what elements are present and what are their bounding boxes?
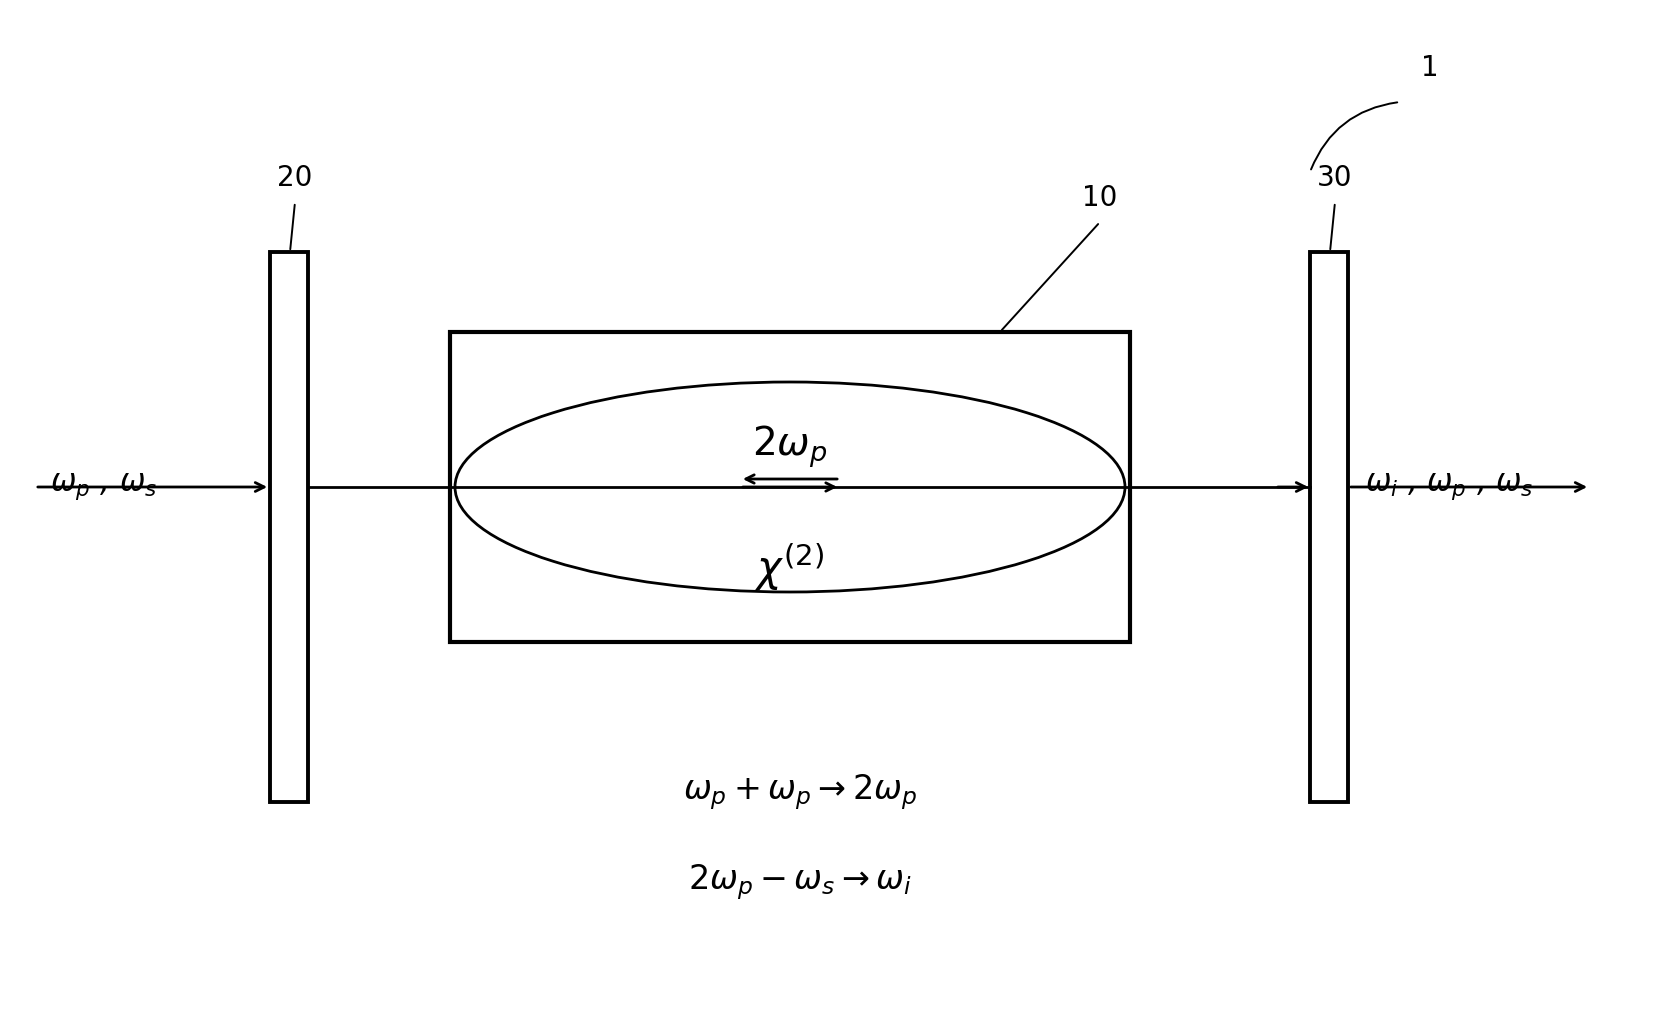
- Text: 1: 1: [1420, 54, 1438, 82]
- Text: 30: 30: [1316, 164, 1352, 192]
- Text: $\omega_i$ , $\omega_p$ , $\omega_s$: $\omega_i$ , $\omega_p$ , $\omega_s$: [1364, 471, 1533, 503]
- Bar: [1309, 252, 1347, 802]
- Text: $\omega_p$ , $\omega_s$: $\omega_p$ , $\omega_s$: [50, 471, 157, 503]
- Bar: [449, 332, 1130, 642]
- Text: $\omega_p + \omega_p \rightarrow 2\omega_p$: $\omega_p + \omega_p \rightarrow 2\omega…: [683, 772, 916, 811]
- Text: $2\omega_p - \omega_s \rightarrow  \omega_i$: $2\omega_p - \omega_s \rightarrow \omega…: [688, 863, 911, 901]
- Text: 20: 20: [277, 164, 313, 192]
- Text: $\chi^{(2)}$: $\chi^{(2)}$: [756, 541, 824, 593]
- Bar: [270, 252, 308, 802]
- Text: 10: 10: [1082, 184, 1117, 212]
- Ellipse shape: [454, 382, 1125, 592]
- Text: $2\omega_p$: $2\omega_p$: [752, 424, 827, 470]
